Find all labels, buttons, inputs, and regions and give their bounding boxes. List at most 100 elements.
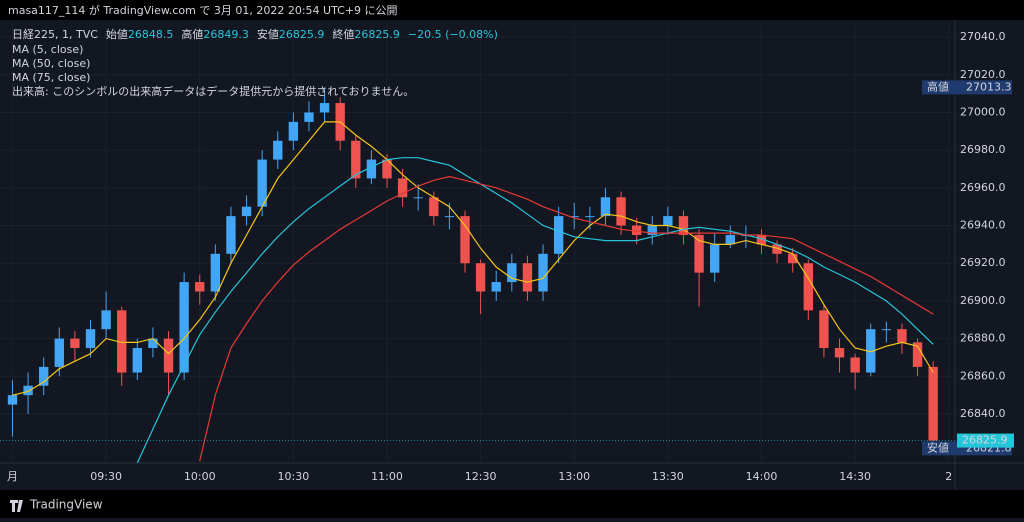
x-tick-label: 月: [7, 470, 18, 483]
candle-body: [678, 216, 689, 235]
candle-body: [928, 366, 938, 441]
candle-body: [694, 234, 704, 273]
candle-body: [834, 348, 845, 358]
candle-body: [319, 103, 330, 113]
last-price-value: 26825.9: [962, 434, 1008, 447]
candle-body: [23, 385, 33, 396]
ma-line: [199, 175, 934, 462]
ohlc-label: 始値: [106, 27, 128, 41]
x-tick-label: 11:00: [371, 470, 403, 483]
ohlc-label: 高値: [181, 27, 203, 41]
ohlc-legend: 日経225, 1, TVC 始値26848.5 高値26849.3 安値26825.9…: [12, 27, 498, 41]
y-tick-label: 26960.0: [960, 181, 1006, 194]
candle-body: [866, 329, 876, 373]
symbol: 日経225, 1, TVC: [12, 28, 98, 41]
y-tick-label: 27000.0: [960, 105, 1006, 118]
y-tick-label: 26980.0: [960, 143, 1006, 156]
y-tick-label: 26920.0: [960, 256, 1006, 269]
x-tick-label: 2: [945, 470, 952, 483]
candle-body: [585, 216, 595, 218]
candle-body: [475, 263, 486, 292]
candle-body: [148, 338, 158, 349]
change: −20.5 (−0.08%): [408, 28, 498, 41]
price-badge-label: 高値: [927, 79, 949, 93]
candle-body: [600, 197, 611, 217]
y-tick-label: 26940.0: [960, 219, 1006, 232]
candle-body: [772, 244, 782, 254]
footer: TradingView: [29, 498, 103, 512]
candle-body: [117, 310, 127, 373]
candle-body: [195, 282, 205, 292]
y-tick-label: 26880.0: [960, 332, 1006, 345]
candle-body: [241, 206, 252, 217]
footer-bar: [0, 490, 1024, 518]
header-bar: [0, 0, 1024, 20]
candle-body: [429, 197, 439, 217]
price-badge: [922, 80, 1012, 95]
candle-body: [304, 112, 314, 122]
legend-entry: MA (75, close): [12, 71, 90, 84]
logo: [10, 500, 23, 512]
volume-note: 出来高: このシンボルの出来高データはデータ提供元から提供されておりません。: [12, 84, 414, 98]
y-tick-label: 27040.0: [960, 30, 1006, 43]
candle-body: [647, 225, 657, 235]
x-tick-label: 13:00: [558, 470, 590, 483]
candle-body: [819, 310, 829, 349]
ohlc-label: 安値: [257, 27, 279, 41]
candle-body: [132, 348, 143, 373]
price-badge-value: 27013.3: [966, 80, 1012, 93]
candle-body: [413, 197, 423, 199]
x-tick-label: 12:30: [465, 470, 497, 483]
candle-body: [663, 216, 673, 226]
candle-body: [725, 234, 735, 245]
candle-body: [382, 159, 392, 179]
x-tick-label: 13:30: [652, 470, 684, 483]
x-tick-label: 14:00: [746, 470, 778, 483]
x-tick-label: 09:30: [90, 470, 122, 483]
candle-body: [366, 159, 377, 179]
candle-body: [538, 253, 548, 292]
candle-body: [803, 263, 813, 311]
legend-entry: MA (5, close): [12, 43, 83, 56]
candle-body: [7, 395, 18, 405]
candle-body: [226, 216, 236, 254]
candle-body: [912, 342, 923, 367]
ohlc-value: 26848.5: [128, 28, 174, 41]
candle-body: [288, 121, 299, 141]
candle-body: [460, 216, 470, 264]
candle-body: [710, 244, 720, 273]
candle-body: [881, 329, 892, 331]
candle-body: [351, 140, 361, 179]
ohlc-value: 26825.9: [354, 28, 400, 41]
candle-body: [54, 338, 64, 367]
candle-body: [444, 216, 455, 218]
candle-body: [553, 216, 564, 254]
ohlc-value: 26849.3: [203, 28, 249, 41]
candle-body: [210, 253, 221, 292]
candle-body: [616, 197, 626, 226]
candle-body: [39, 366, 49, 386]
candle-body: [491, 282, 501, 292]
candle-body: [257, 159, 267, 207]
x-tick-label: 14:30: [839, 470, 871, 483]
ma-line: [12, 121, 934, 396]
header: masa117_114 が TradingView.com で 3月 01, 2…: [8, 3, 398, 17]
candle-body: [85, 329, 96, 349]
y-tick-label: 26900.0: [960, 294, 1006, 307]
y-tick-label: 27020.0: [960, 68, 1006, 81]
price-badge-label: 安値: [927, 440, 949, 454]
legend-entry: MA (50, close): [12, 57, 90, 70]
ma-line: [136, 157, 934, 463]
candle-body: [507, 263, 517, 283]
candle-body: [897, 329, 907, 343]
x-tick-label: 10:00: [184, 470, 216, 483]
ohlc-value: 26825.9: [279, 28, 325, 41]
candle-body: [522, 263, 533, 292]
y-tick-label: 26860.0: [960, 369, 1006, 382]
candle-body: [179, 282, 189, 373]
candle-body: [850, 357, 860, 373]
y-tick-label: 26840.0: [960, 407, 1006, 420]
candle-body: [756, 234, 767, 245]
candle-body: [569, 216, 579, 218]
